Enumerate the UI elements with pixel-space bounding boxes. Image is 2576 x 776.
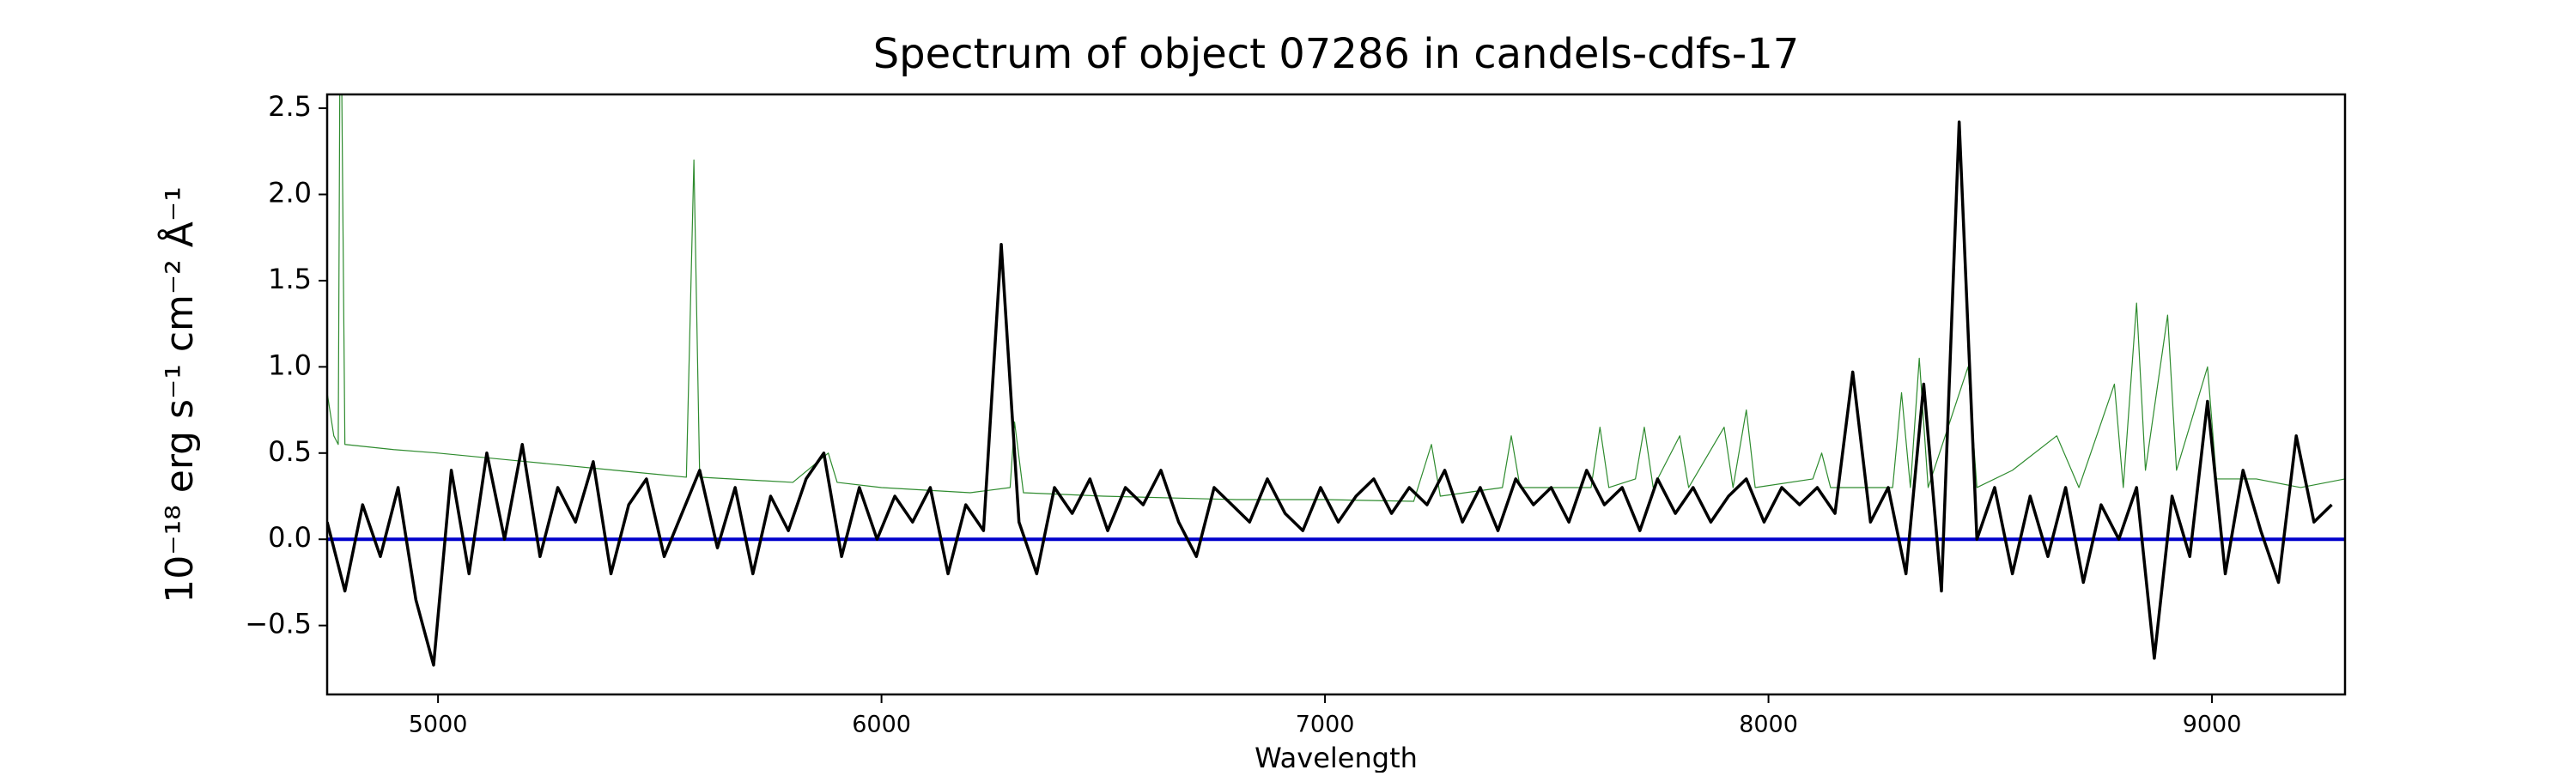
x-tick-label: 8000 bbox=[1739, 712, 1798, 738]
y-tick-label: −0.5 bbox=[245, 608, 312, 640]
x-axis-label: Wavelength bbox=[1255, 742, 1418, 773]
x-tick-label: 7000 bbox=[1296, 712, 1355, 738]
spectrum-line bbox=[327, 94, 2345, 502]
chart-title: Spectrum of object 07286 in candels-cdfs… bbox=[873, 30, 1800, 78]
y-tick-label: 1.5 bbox=[268, 263, 312, 295]
y-tick-label: 0.5 bbox=[268, 435, 312, 468]
x-tick-label: 6000 bbox=[852, 712, 911, 738]
y-tick-label: 2.0 bbox=[268, 177, 312, 209]
x-tick-label: 9000 bbox=[2183, 712, 2242, 738]
y-tick-label: 0.0 bbox=[268, 521, 312, 554]
x-tick-label: 5000 bbox=[409, 712, 468, 738]
spectrum-line bbox=[327, 120, 2333, 667]
y-axis-label: 10⁻¹⁸ erg s⁻¹ cm⁻² Å⁻¹ bbox=[156, 186, 202, 603]
y-tick-label: 1.0 bbox=[268, 349, 312, 381]
y-tick-label: 2.5 bbox=[268, 90, 312, 123]
plot-area bbox=[327, 94, 2345, 667]
axes-frame bbox=[325, 93, 2347, 696]
